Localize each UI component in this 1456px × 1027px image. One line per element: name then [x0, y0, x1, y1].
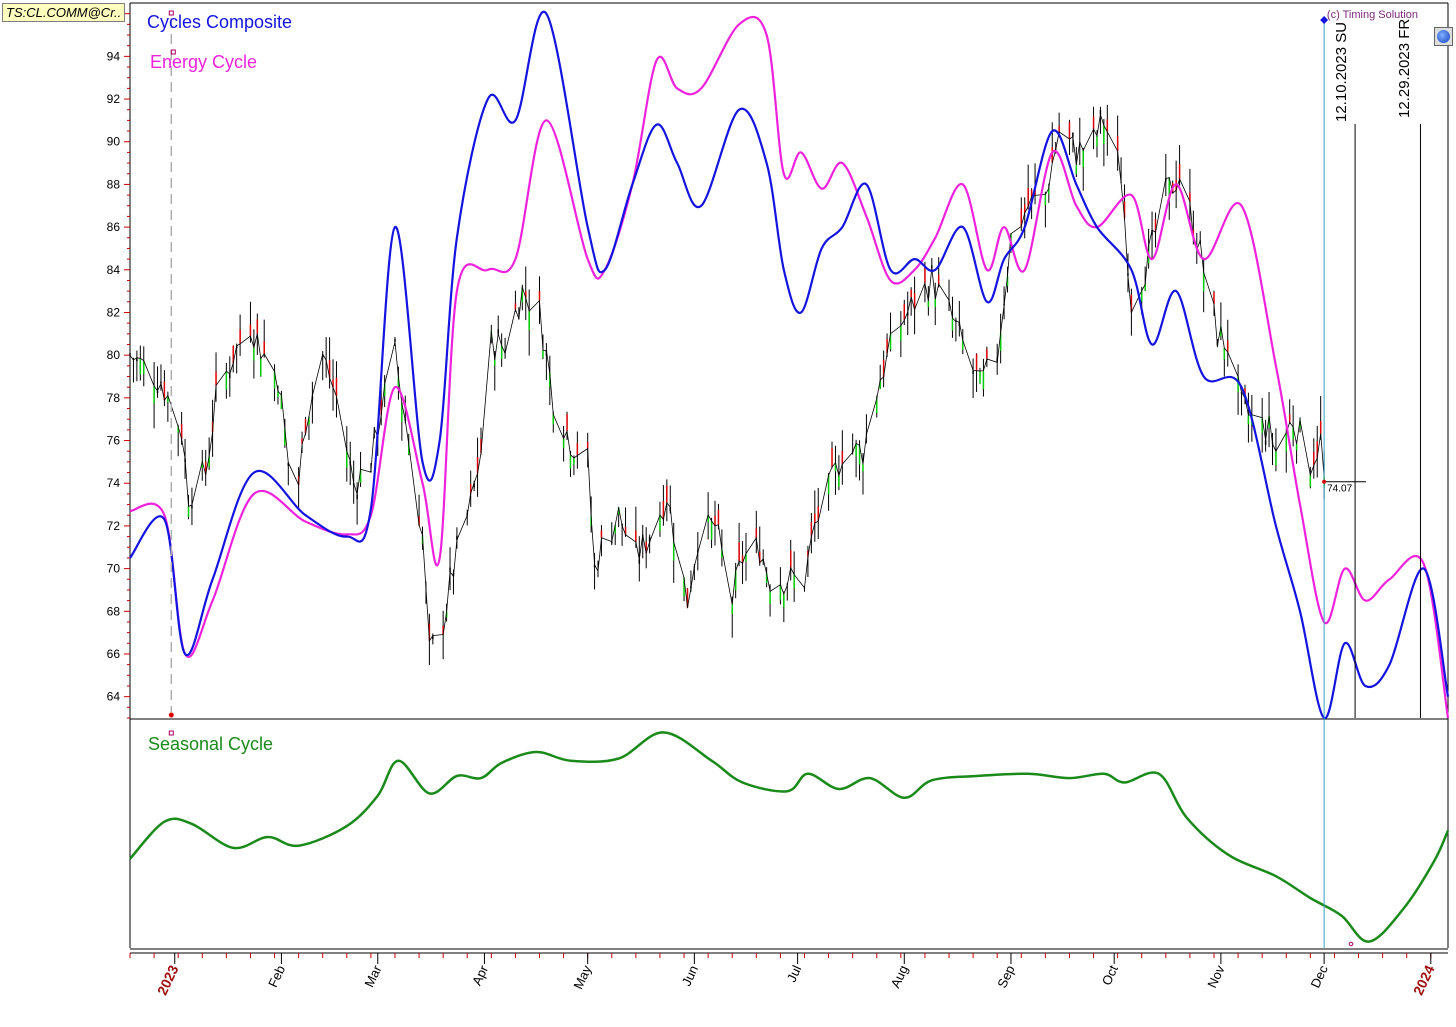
x-month-label: Oct: [1099, 963, 1121, 988]
x-month-label: Aug: [888, 963, 911, 990]
legend-energy: Energy Cycle: [150, 52, 258, 72]
y-tick-label: 70: [107, 562, 121, 576]
cycle-lines: [129, 10, 1450, 943]
x-month-label: May: [570, 962, 594, 991]
y-tick-label: 64: [107, 690, 121, 704]
y-tick-label: 94: [107, 49, 121, 63]
x-month-label: Apr: [469, 962, 491, 987]
price-close-line: [129, 114, 1325, 643]
annotations: 74.07: [168, 10, 1421, 948]
copyright-label: (c) Timing Solution: [1326, 9, 1418, 21]
ticker-label[interactable]: TS:CL.COMM@Cr..: [2, 3, 126, 22]
x-month-label: Sep: [994, 963, 1017, 990]
vline1-date-label: 12.10.2023 SU: [1333, 21, 1350, 122]
energy-cycle-line: [129, 15, 1450, 719]
globe-icon-inner: [1437, 30, 1450, 43]
legend-marker-energy: [170, 49, 176, 55]
globe-icon[interactable]: [1434, 27, 1453, 46]
y-tick-label: 76: [107, 434, 121, 448]
last-bar-marker: [1320, 16, 1329, 24]
start-dot: [168, 712, 174, 718]
x-month-label: Dec: [1307, 962, 1331, 990]
vline2-date-label: 12.29.2023 FR: [1396, 18, 1413, 118]
seasonal-cycle-line: [129, 731, 1450, 943]
y-tick-label: 68: [107, 604, 121, 618]
y-tick-label: 66: [107, 647, 121, 661]
y-tick-label: 92: [107, 92, 121, 106]
x-month-label: Mar: [361, 962, 384, 989]
date-axis: 2023 Feb Mar Apr May Jun Jul Aug Sep Oct Nov Dec 202…: [129, 953, 1438, 998]
x-month-label: Jul: [784, 963, 805, 985]
last-price-label: 74.07: [1327, 484, 1352, 495]
last-price-dot: [1322, 479, 1327, 484]
y-tick-label: 86: [107, 220, 121, 234]
y-tick-label: 88: [107, 177, 121, 191]
y-tick-label: 90: [107, 135, 121, 149]
y-tick-label: 72: [107, 519, 121, 533]
legend-seasonal: Seasonal Cycle: [148, 734, 274, 754]
x-month-label: 2024: [1410, 962, 1438, 997]
price-axis: 64 66 68 70 72 74 76 78 80 82 84 86 88 90 92 94: [107, 13, 130, 719]
y-tick-label: 78: [107, 391, 121, 405]
price-bars: [129, 104, 1325, 665]
x-month-label: 2023: [154, 962, 182, 997]
x-month-label: Jun: [679, 963, 701, 988]
y-tick-label: 80: [107, 348, 121, 362]
cycles-composite-line: [129, 10, 1450, 720]
legend-marker-composite: [168, 10, 174, 16]
x-month-label: Nov: [1204, 962, 1228, 990]
legend-marker-seasonal: [168, 730, 174, 736]
seasonal-low-marker: [1348, 941, 1354, 947]
y-tick-label: 82: [107, 305, 121, 319]
legend-composite: Cycles Composite: [147, 12, 293, 32]
y-tick-label: 84: [107, 263, 121, 277]
y-tick-label: 74: [107, 476, 121, 490]
x-month-label: Feb: [265, 963, 288, 990]
chart-frame: [129, 2, 1449, 954]
